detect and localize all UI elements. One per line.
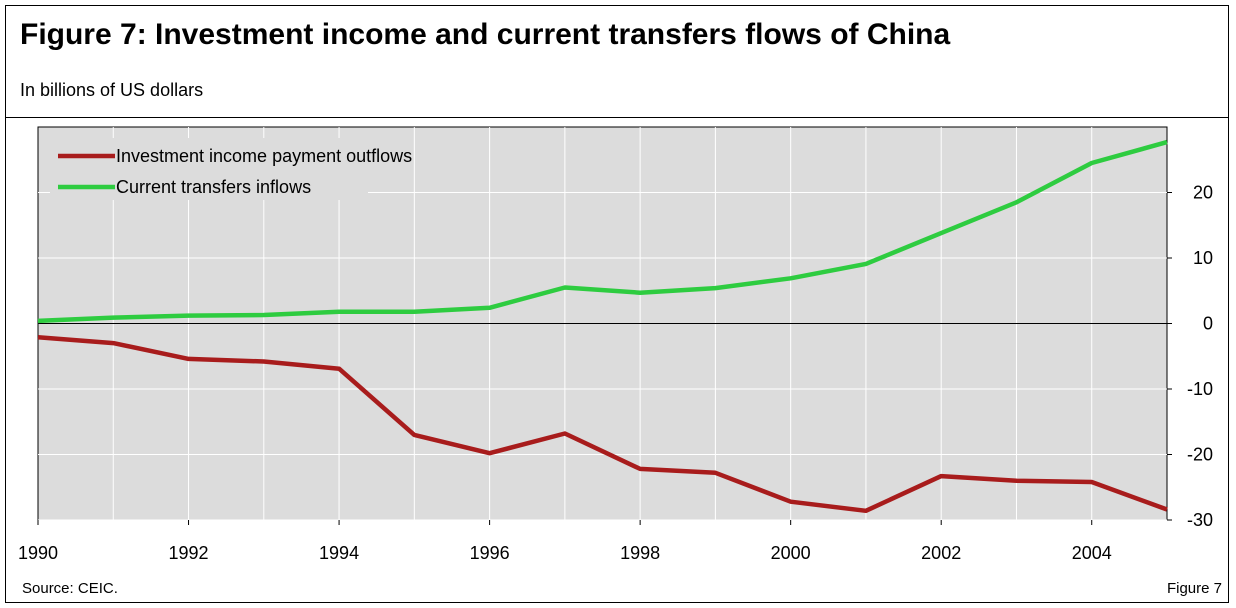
y-tick-label: -20 [1187,445,1213,465]
chart-title: Figure 7: Investment income and current … [20,18,951,51]
series-group [37,139,1168,514]
legend-box [50,138,368,200]
chart-subtitle: In billions of US dollars [20,80,204,100]
x-tick-label: 2004 [1072,543,1112,563]
series-line-2 [37,139,1168,324]
x-tick-label: 1992 [169,543,209,563]
header-divider [5,117,1229,118]
figure-frame [5,5,1229,603]
y-axis: 20 10 0 -10 -20 -30 [1167,183,1213,530]
figure-label: Figure 7 [1166,580,1222,597]
series-line-1 [37,335,1168,514]
x-tick-label: 2000 [771,543,811,563]
y-tick-label: 10 [1193,248,1213,268]
y-tick-label: 0 [1203,314,1213,334]
source-note: Source: CEIC. [22,580,118,597]
legend-label-2: Current transfers inflows [116,177,311,197]
y-tick-label: 20 [1193,183,1213,203]
legend-label-1: Investment income payment outflows [116,146,412,166]
x-tick-label: 1996 [470,543,510,563]
y-tick-label: -10 [1187,379,1213,399]
y-tick-label: -30 [1187,510,1213,530]
legend: Investment income payment outflows Curren… [50,138,412,200]
x-tick-label: 1994 [319,543,359,563]
x-tick-label: 1998 [620,543,660,563]
x-axis: 1990 1992 1994 1996 1998 2000 2002 2004 [18,520,1112,563]
x-tick-label: 1990 [18,543,58,563]
x-tick-label: 2002 [921,543,961,563]
